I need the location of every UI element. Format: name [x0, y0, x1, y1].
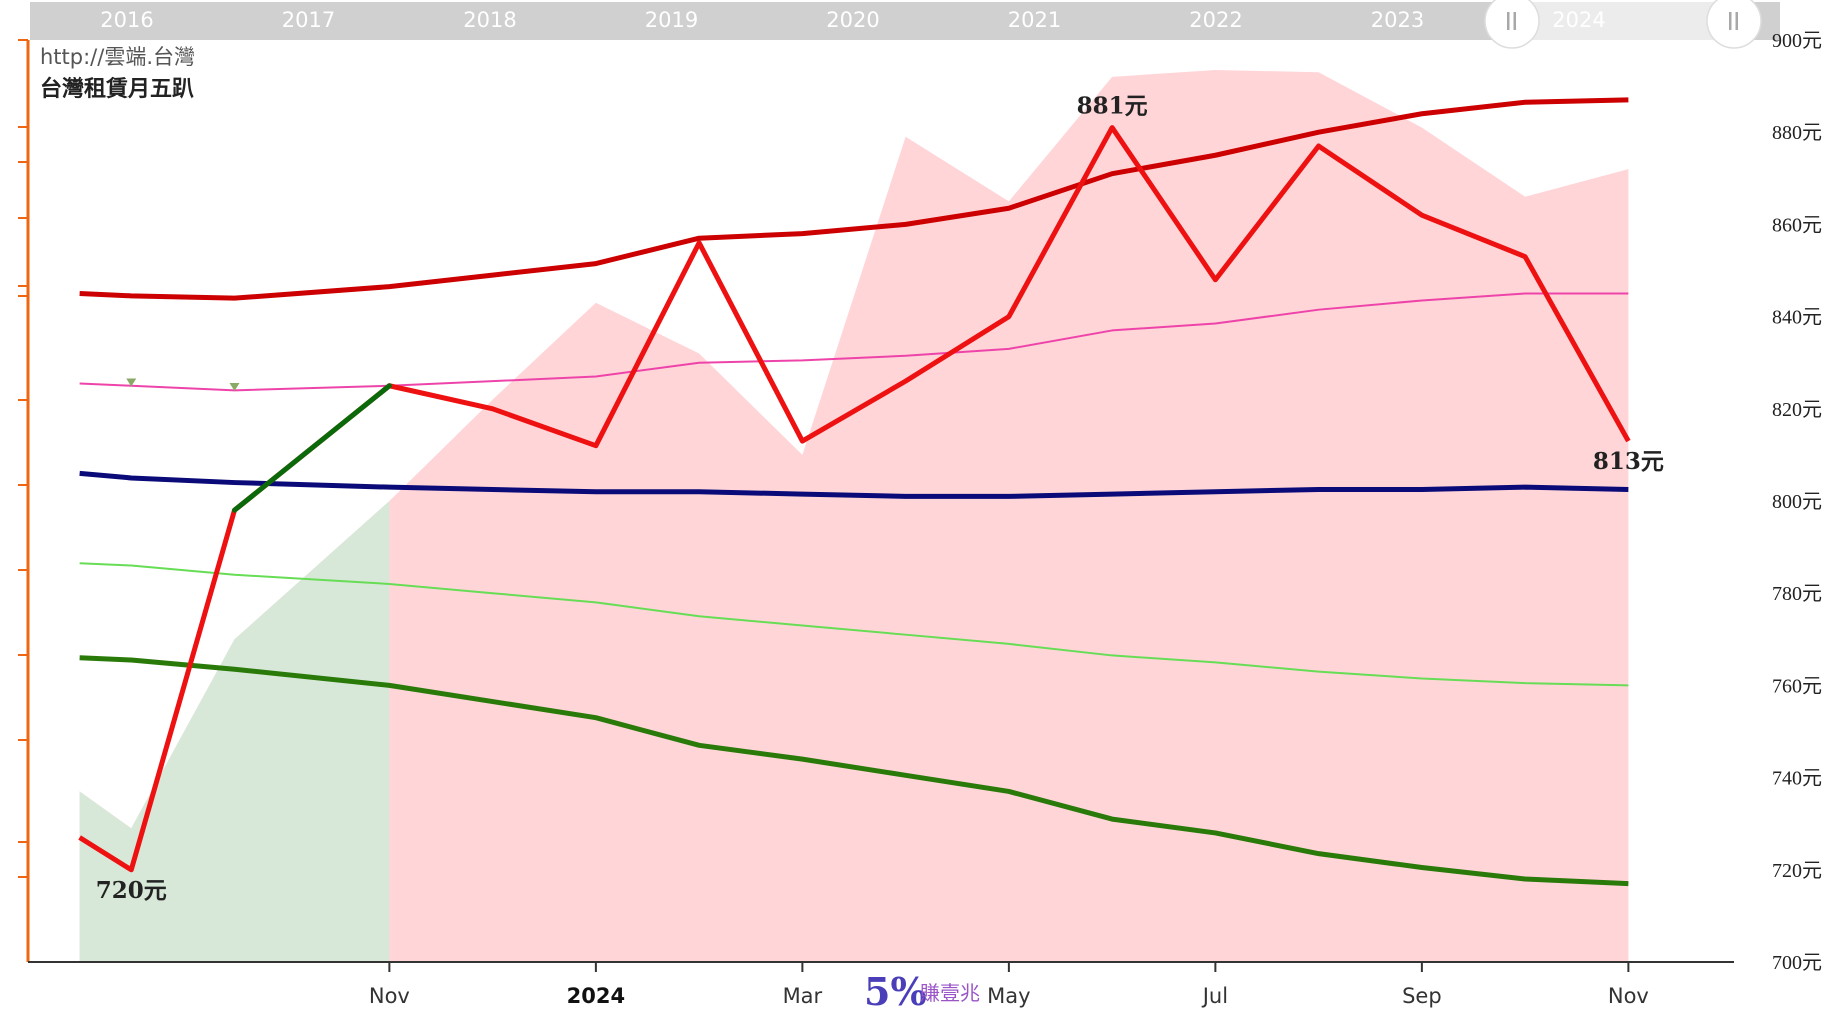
- navigator-year-label: 2022: [1189, 8, 1242, 32]
- navigator-year-label: 2023: [1371, 8, 1424, 32]
- y-tick-label: 880元: [1772, 122, 1822, 144]
- y-tick-label: 720元: [1772, 860, 1822, 882]
- navigator-year-label: 2017: [282, 8, 335, 32]
- y-tick-label: 700元: [1772, 952, 1822, 974]
- chart-title: 台灣租賃月五趴: [40, 76, 194, 102]
- x-tick-label: Sep: [1402, 984, 1442, 1008]
- pause-bars-icon: [1729, 12, 1738, 30]
- x-tick-label: Nov: [1608, 984, 1649, 1008]
- y-tick-label: 900元: [1772, 30, 1822, 52]
- navigator-right-handle[interactable]: [1706, 0, 1762, 49]
- y-tick-label: 780元: [1772, 583, 1822, 605]
- x-tick-label: Nov: [369, 984, 410, 1008]
- y-tick-label: 800元: [1772, 491, 1822, 513]
- watermark-big: 5%: [864, 969, 927, 1014]
- navigator-year-label: 2018: [463, 8, 516, 32]
- x-tick-label: Jul: [1201, 984, 1228, 1008]
- area-band-red: [79, 69, 1629, 963]
- lower-band-line: [79, 655, 1629, 887]
- watermark-small: 賺壹兆: [920, 981, 980, 1005]
- price-annotation: 881元: [1077, 93, 1148, 120]
- upper-band-line: [79, 97, 1629, 301]
- navigator-selected-window[interactable]: [1512, 2, 1734, 40]
- lower-mid-line: [79, 562, 1629, 687]
- navigator-left-handle[interactable]: [1484, 0, 1540, 49]
- triangle-marker: [229, 383, 240, 392]
- x-tick-label: Mar: [783, 984, 823, 1008]
- navigator-year-label: 2020: [826, 8, 879, 32]
- center-line: [79, 470, 1629, 499]
- navigator-year-label: 2019: [645, 8, 698, 32]
- price-annotation: 720元: [96, 877, 167, 904]
- y-tick-label: 740元: [1772, 768, 1822, 790]
- upper-mid-line: [79, 292, 1629, 392]
- y-tick-label: 840元: [1772, 307, 1822, 329]
- y-tick-label: 860元: [1772, 214, 1822, 236]
- price-annotation: 813元: [1593, 448, 1664, 475]
- navigator-year-label: 2021: [1008, 8, 1061, 32]
- price-line-up-segment: [232, 383, 392, 513]
- x-tick-label: 2024: [567, 984, 625, 1008]
- pause-bars-icon: [1507, 12, 1516, 30]
- triangle-marker: [126, 378, 137, 387]
- navigator-year-label: 2016: [100, 8, 153, 32]
- navigator-year-label: 2024: [1552, 8, 1605, 32]
- watermark: 5% 賺壹兆: [864, 969, 980, 1014]
- y-tick-label: 760元: [1772, 675, 1822, 697]
- area-band-green: [79, 501, 390, 962]
- y-tick-label: 820元: [1772, 399, 1822, 421]
- x-tick-label: May: [987, 984, 1030, 1008]
- source-url: http://雲端.台灣: [40, 45, 195, 69]
- range-navigator[interactable]: 2016 2017 2018 2019 2020 2021 2022 2023 2024: [30, 0, 1780, 49]
